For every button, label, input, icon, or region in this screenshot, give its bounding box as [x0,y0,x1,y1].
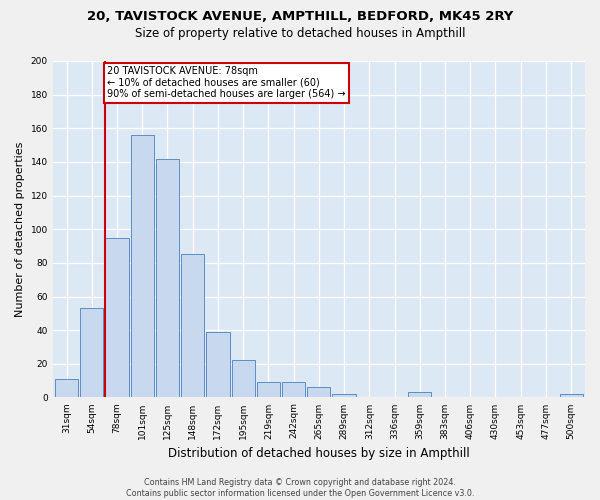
Text: 20, TAVISTOCK AVENUE, AMPTHILL, BEDFORD, MK45 2RY: 20, TAVISTOCK AVENUE, AMPTHILL, BEDFORD,… [87,10,513,23]
Bar [131,135,154,398]
Bar [206,332,230,398]
Bar [156,158,179,398]
Bar [408,392,431,398]
Bar [181,254,204,398]
X-axis label: Distribution of detached houses by size in Ampthill: Distribution of detached houses by size … [168,447,470,460]
Bar [55,379,78,398]
Bar [106,238,128,398]
Text: Size of property relative to detached houses in Ampthill: Size of property relative to detached ho… [135,28,465,40]
Text: 20 TAVISTOCK AVENUE: 78sqm
← 10% of detached houses are smaller (60)
90% of semi: 20 TAVISTOCK AVENUE: 78sqm ← 10% of deta… [107,66,346,99]
Bar [332,394,356,398]
Bar [282,382,305,398]
Bar [257,382,280,398]
Bar [307,388,331,398]
Bar [560,394,583,398]
Bar [232,360,255,398]
Y-axis label: Number of detached properties: Number of detached properties [15,142,25,317]
Text: Contains HM Land Registry data © Crown copyright and database right 2024.
Contai: Contains HM Land Registry data © Crown c… [126,478,474,498]
Bar [80,308,103,398]
